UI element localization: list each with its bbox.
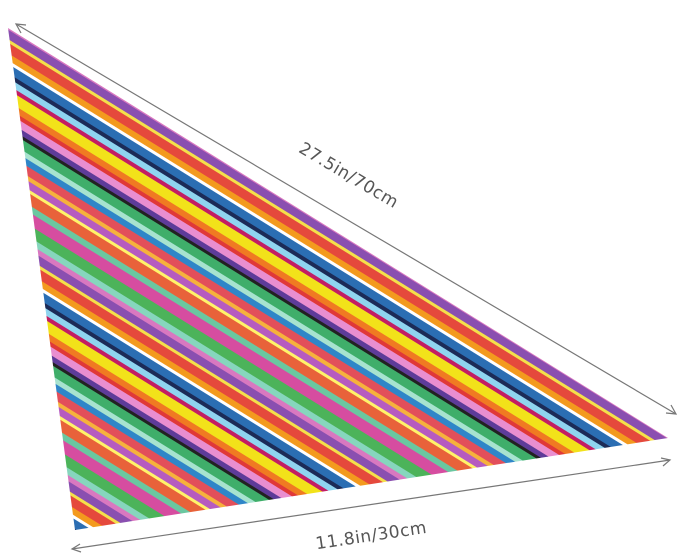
- diagonal-label: 27.5in/70cm: [295, 139, 402, 213]
- bottom-label: 11.8in/30cm: [314, 518, 428, 554]
- bandana: [8, 28, 668, 530]
